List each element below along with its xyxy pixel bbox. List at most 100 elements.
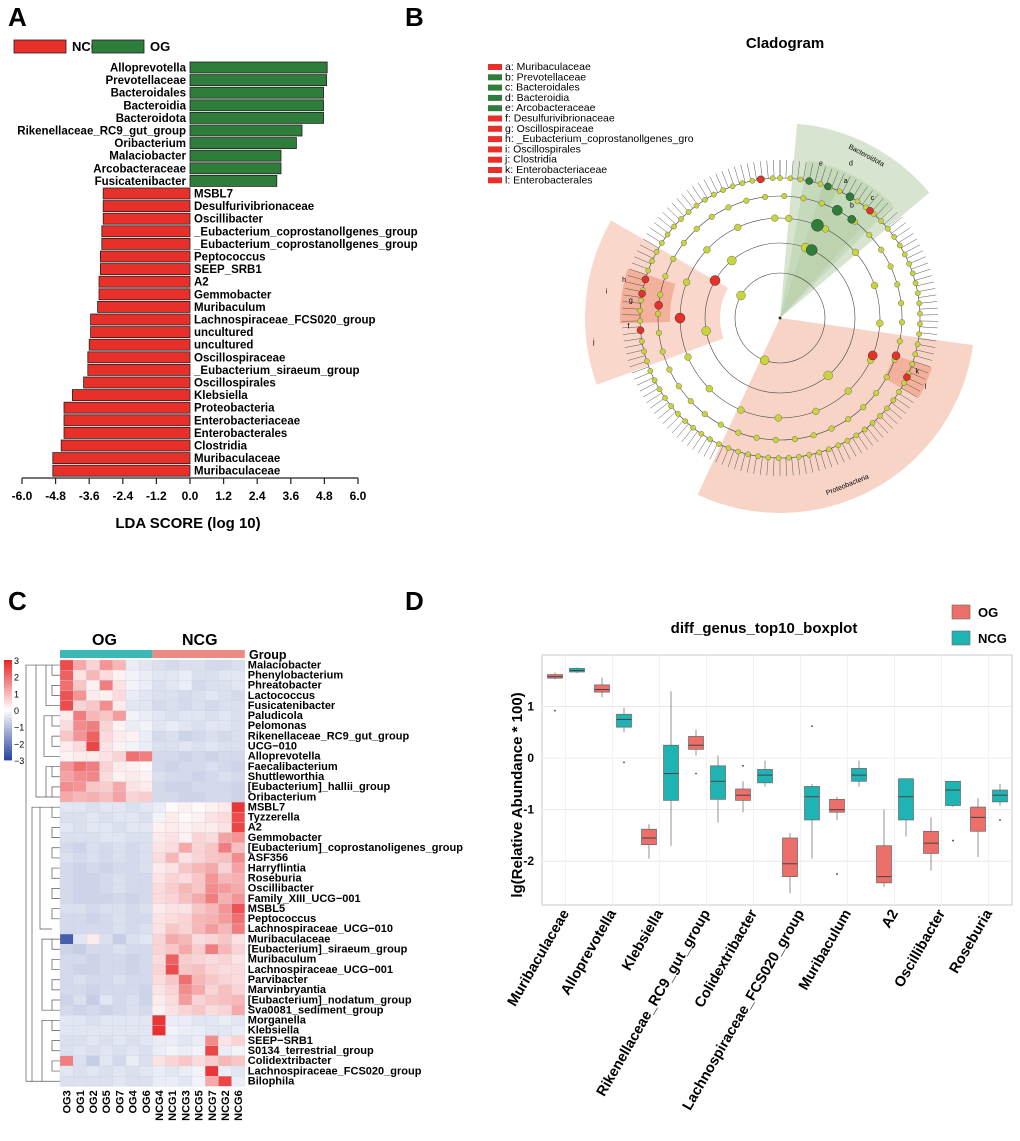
heatmap-cell [86,994,100,1006]
heatmap-cell [152,761,166,772]
heatmap-cell [178,1015,193,1026]
clado-node [735,448,741,455]
clado-node [693,225,700,232]
scale-segment [4,660,12,663]
heatmap-cell [112,923,127,935]
heatmap-cell [231,741,245,752]
clado-leaf-line [917,343,936,348]
scale-segment [4,728,12,731]
heatmap-cell [165,1076,179,1087]
clado-node [891,234,897,240]
heatmap-cell [165,954,179,965]
heatmap-cell [165,984,179,996]
clado-ring [657,195,903,441]
heatmap-cell [231,751,245,762]
clado-biomarker-node [866,207,874,215]
heatmap-group-og: OG [92,632,117,649]
heatmap-cell [165,680,179,691]
heatmap-cell [73,994,87,1006]
heatmap-cell [218,883,232,894]
heatmap-cell [205,994,219,1006]
clado-node [885,225,891,232]
clado-node [785,454,792,461]
clado-leaf-line [624,343,643,348]
heatmap-cell [139,670,153,681]
heatmap-cell [86,751,100,762]
heatmap-cell [165,1045,179,1056]
heatmap-cell [112,883,127,894]
heatmap-cell [73,761,87,772]
heatmap-cell [178,812,193,823]
clado-node [753,434,760,441]
clado-node [762,193,769,200]
clado-node [725,204,732,211]
clado-leaf-line [908,372,926,380]
clado-node [866,231,873,238]
heatmap-cell [152,964,166,975]
heatmap-row-label: Gemmobacter [248,832,323,844]
clado-leaf-line [753,162,757,181]
clado-leaf-line [911,262,929,270]
heatmap-cell [99,680,113,691]
heatmap-cell [139,913,153,925]
heatmap-cell [139,791,153,803]
scale-segment [4,726,12,729]
heatmap-cell [86,670,100,681]
clado-node [870,281,879,290]
heatmap-cell [59,771,74,782]
heatmap-cell [178,822,193,833]
heatmap-cell [59,1004,74,1016]
heatmap-cell [191,710,206,722]
panel-letter-b: B [405,2,424,32]
heatmap-cell [73,944,87,955]
clado-leaf-line [797,456,801,475]
heatmap-cell [99,1015,113,1026]
clado-leaf-line [650,227,666,239]
heatmap-cell [86,791,100,803]
heatmap-cell [99,822,113,833]
heatmap-cell [218,801,232,813]
heatmap-cell [165,781,179,793]
heatmap-cell [191,984,206,996]
clado-leaf-line [785,160,787,179]
lda-bar [189,137,297,150]
clado-leaf-line [650,397,666,409]
heatmap-cell [112,771,127,782]
clado-leaf-line [636,250,654,259]
dendro-branch [45,766,52,798]
scale-tick: 1 [14,689,19,699]
scale-segment [4,742,12,745]
clado-leaf-line [721,171,729,188]
clado-node [701,411,708,418]
node-letter-h: h [622,277,626,284]
heatmap-cell [218,1035,232,1046]
heatmap-cell [125,690,140,701]
node-letter-a: a [844,178,848,185]
heatmap-cell [86,832,100,843]
clado-node [860,404,867,411]
heatmap-cell [205,1055,219,1067]
clado-leaf-line [898,233,914,244]
heatmap-cell [73,964,87,975]
dendro-branch [51,908,60,920]
heatmap-cell [191,1045,206,1056]
heatmap-cell [99,974,113,985]
lda-bar [98,275,191,288]
scale-segment [4,694,12,697]
heatmap-cell [112,720,127,732]
bar-label: Arcobacteraceae [93,163,186,175]
box-body [594,684,610,693]
clado-node [787,175,794,182]
heatmap-cell [165,700,179,711]
clado-biomarker-node [654,300,663,310]
x-tick-label: -3.6 [79,489,100,503]
node-letter-g: g [629,297,633,304]
heatmap-cell [59,791,74,803]
heatmap-row-label: Morganella [248,1015,307,1027]
clado-node [806,452,812,458]
dendro-branch [41,938,52,1011]
heatmap-row-label: Family_XIII_UCG−001 [248,893,361,905]
clado-biomarker-node [845,192,855,202]
clado-leaf-line [634,372,652,380]
heatmap-cell [218,1015,232,1026]
